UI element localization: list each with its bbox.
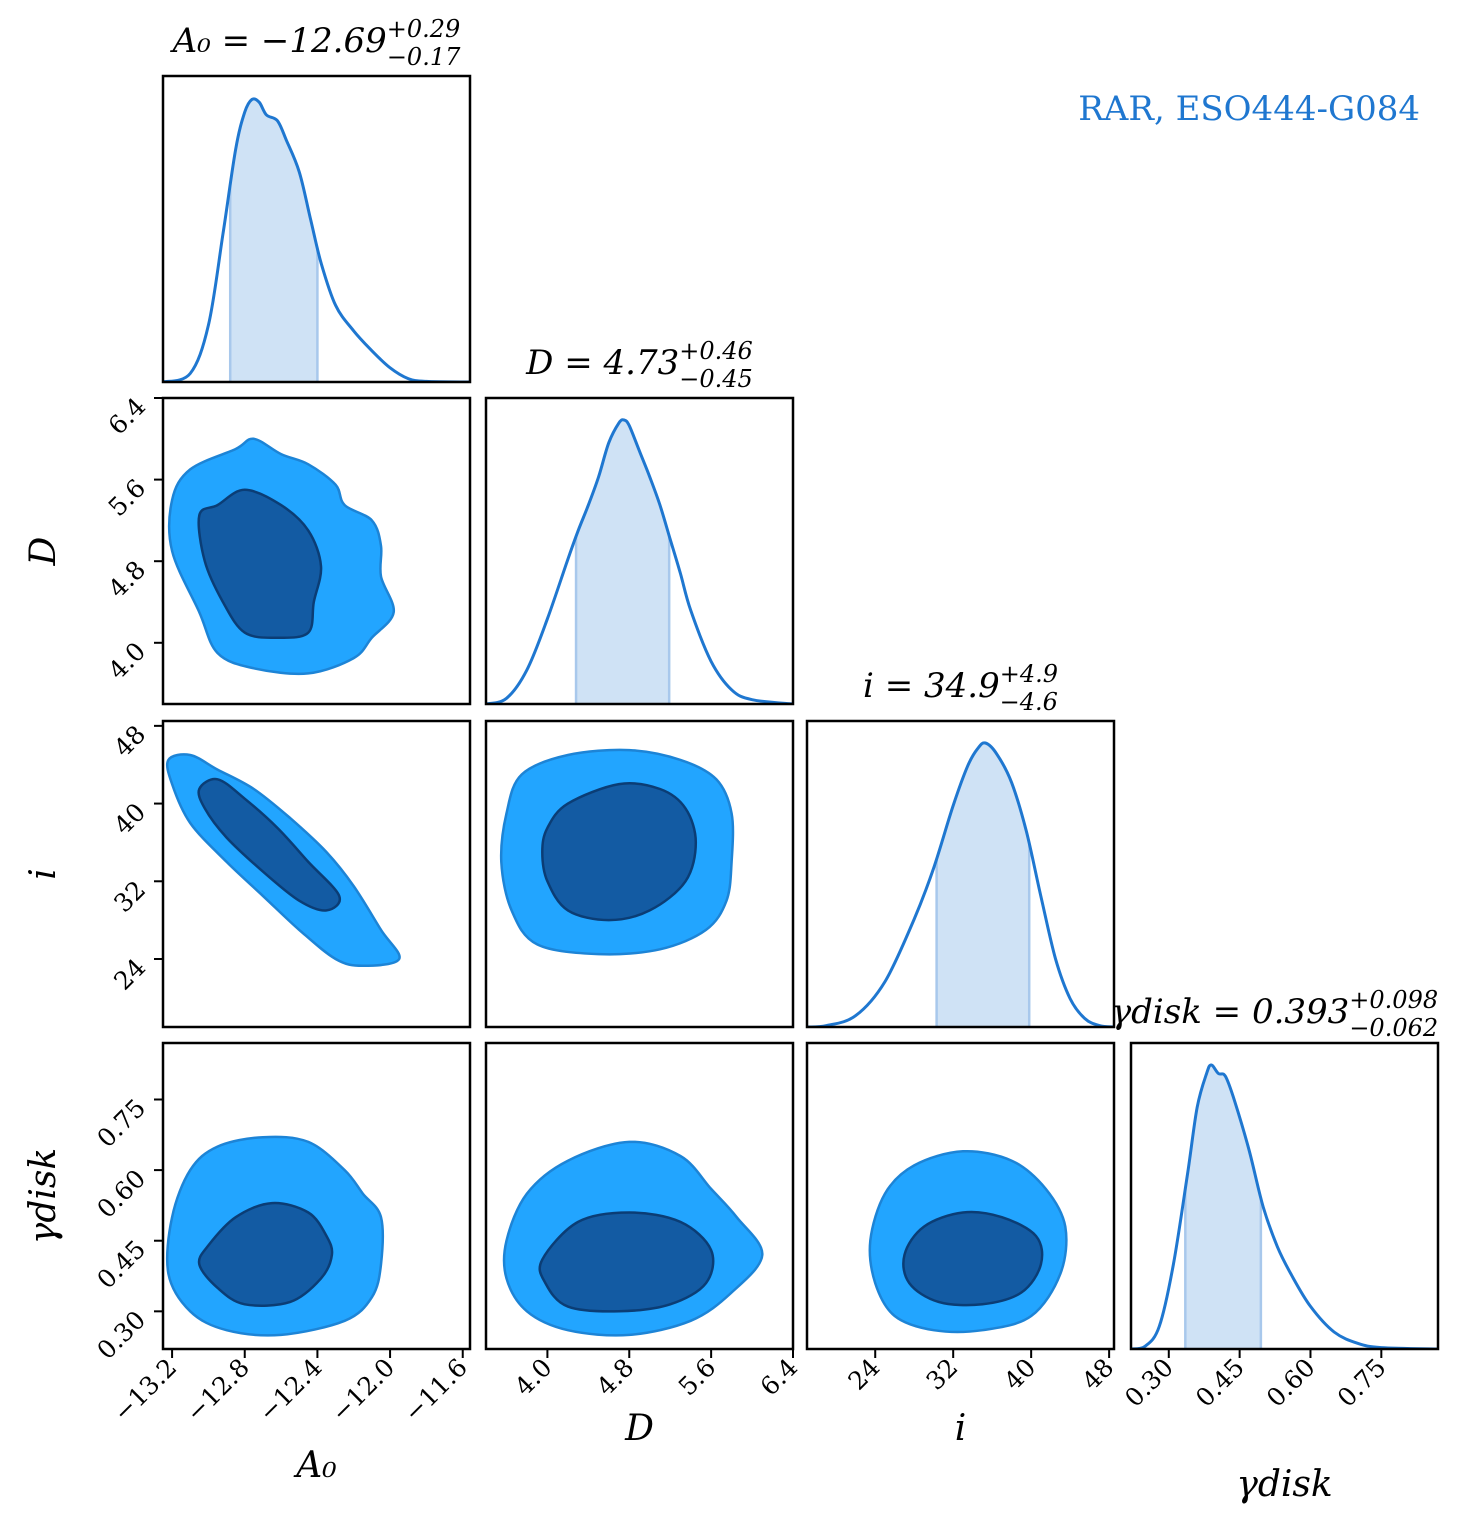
density-curve — [807, 741, 1114, 1027]
x-tick-label: 6.4 — [755, 1353, 804, 1402]
x-axis-label-A0: A₀ — [293, 1445, 336, 1486]
panel-2-1 — [484, 719, 795, 1029]
y-tick-label: 4.8 — [103, 555, 152, 604]
svg-text:A₀ = −12.69+0.29−0.17: A₀ = −12.69+0.29 −0.17 — [170, 15, 461, 71]
y-tick-label: 4.0 — [103, 637, 152, 686]
credible-interval-band — [936, 743, 1030, 1027]
x-tick-label: 5.6 — [673, 1353, 722, 1402]
y-tick-label: 40 — [108, 797, 151, 840]
panel-3-3 — [1129, 1041, 1440, 1351]
x-tick-label: −11.6 — [398, 1353, 473, 1428]
x-tick-label: 24 — [842, 1353, 885, 1396]
marginal-A0 — [163, 97, 470, 382]
density-curve — [163, 97, 470, 382]
x-tick-label: 48 — [1076, 1353, 1119, 1396]
x-tick-label: 4.0 — [509, 1353, 558, 1402]
svg-text:D = 4.73+0.46−0.45: D = 4.73+0.46 −0.45 — [525, 337, 753, 393]
contour-68 — [197, 1201, 334, 1307]
y-tick-label: 0.45 — [91, 1234, 151, 1294]
density-curve — [1131, 1063, 1438, 1349]
contour-68 — [902, 1210, 1044, 1307]
panel-1-0 — [161, 396, 472, 706]
contour-gamma-vs-D — [502, 1140, 764, 1337]
panel-3-2 — [805, 1041, 1116, 1351]
y-tick-label: 5.6 — [103, 473, 152, 522]
y-axis-label-i: i — [23, 868, 64, 880]
x-tick-label: 4.8 — [591, 1353, 640, 1402]
svg-text:γdisk = 0.393+0.098−0.062: γdisk = 0.393+0.098 −0.062 — [1111, 986, 1438, 1042]
y-tick-label: 0.60 — [91, 1164, 151, 1224]
y-tick-label: 32 — [108, 875, 151, 918]
y-tick-label: 48 — [108, 720, 151, 763]
x-tick-label: 32 — [920, 1353, 963, 1396]
credible-interval-band — [230, 99, 318, 382]
marginal-D — [486, 418, 793, 704]
x-tick-label: −12.8 — [180, 1353, 255, 1428]
x-axis-label-D: D — [624, 1408, 654, 1449]
y-axis-label-D: D — [23, 536, 64, 566]
title-i: i = 34.9+4.9 −4.6 — [863, 660, 1058, 716]
x-tick-label: 0.75 — [1332, 1353, 1392, 1413]
x-tick-label: −12.4 — [253, 1353, 328, 1428]
credible-interval-band — [576, 420, 670, 704]
contour-i-vs-A0 — [165, 753, 401, 968]
title-D: D = 4.73+0.46 −0.45 — [525, 337, 753, 393]
credible-interval-band — [1185, 1065, 1261, 1349]
y-tick-label: 0.75 — [91, 1093, 151, 1153]
contour-68 — [538, 1211, 715, 1313]
y-tick-label: 24 — [108, 953, 151, 996]
x-tick-label: 0.30 — [1119, 1353, 1179, 1413]
contour-gamma-vs-A0 — [165, 1135, 384, 1337]
figure-label: RAR, ESO444-G084 — [1078, 89, 1420, 129]
x-axis-label-i: i — [955, 1408, 967, 1449]
x-tick-label: 40 — [998, 1353, 1041, 1396]
contour-68 — [197, 777, 342, 912]
svg-text:i = 34.9+4.9−4.6: i = 34.9+4.9 −4.6 — [863, 660, 1058, 716]
density-curve — [486, 418, 793, 704]
x-tick-label: −13.2 — [108, 1353, 183, 1428]
contour-i-vs-D — [499, 748, 735, 956]
panel-0-0 — [161, 74, 472, 384]
y-tick-label: 6.4 — [103, 392, 152, 441]
x-axis-label-gamma: γdisk — [1236, 1464, 1332, 1505]
marginal-gamma — [1131, 1063, 1438, 1349]
contour-gamma-vs-i — [868, 1149, 1068, 1334]
x-tick-label: 0.45 — [1190, 1353, 1250, 1413]
title-A0: A₀ = −12.69+0.29 −0.17 — [170, 15, 461, 71]
y-axis-label-gamma: γdisk — [23, 1148, 64, 1244]
panel-3-1 — [484, 1041, 795, 1351]
marginal-i — [807, 741, 1114, 1027]
contour-68 — [197, 488, 323, 639]
y-tick-label: 0.30 — [91, 1305, 151, 1365]
title-gamma: γdisk = 0.393+0.098 −0.062 — [1111, 986, 1438, 1042]
panel-1-1 — [484, 396, 795, 706]
panel-2-2 — [805, 719, 1116, 1029]
x-tick-label: 0.60 — [1261, 1353, 1321, 1413]
x-tick-label: −12.0 — [326, 1353, 401, 1428]
contour-D-vs-A0 — [168, 437, 395, 676]
panel-2-0 — [161, 719, 472, 1029]
contour-68 — [541, 782, 698, 922]
